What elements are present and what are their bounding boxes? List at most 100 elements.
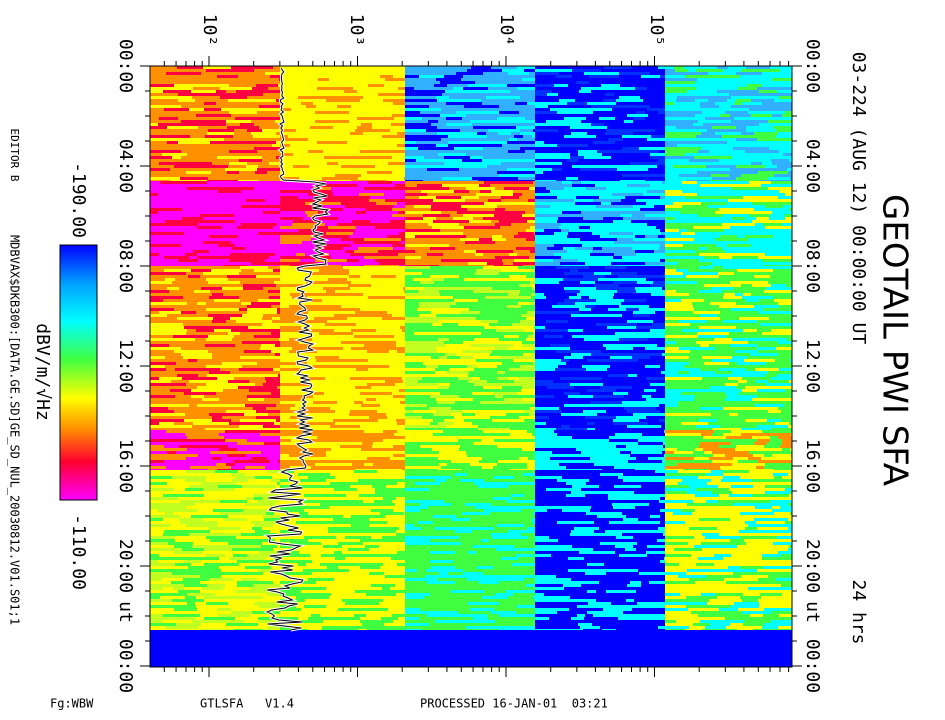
spectrum-cell [608, 413, 633, 416]
spectrum-cell [519, 120, 535, 123]
spectrum-cell [618, 353, 650, 356]
spectrum-cell [280, 223, 292, 226]
spectrum-cell [330, 425, 360, 428]
spectrum-cell [431, 311, 460, 314]
spectrum-cell [428, 120, 438, 123]
spectrum-cell [645, 262, 665, 265]
spectrum-cell [260, 454, 270, 457]
spectrum-cell [400, 308, 405, 311]
spectrum-cell [517, 392, 535, 395]
spectrum-cell [633, 238, 661, 241]
spectrum-cell [335, 410, 350, 413]
spectrum-cell [272, 356, 280, 359]
spectrum-cell [252, 87, 268, 90]
spectrum-cell [190, 466, 200, 469]
spectrum-cell [698, 150, 709, 153]
spectrum-cell [765, 205, 783, 208]
spectrum-cell [372, 120, 400, 123]
spectrum-cell [310, 457, 324, 460]
spectrum-cell [535, 266, 556, 269]
spectrum-cell [181, 69, 206, 72]
spectrum-cell [759, 90, 777, 93]
spectrum-cell [192, 96, 220, 99]
spectrum-cell [699, 253, 728, 256]
spectrum-cell [665, 359, 689, 362]
spectrum-cell [366, 398, 376, 401]
spectrum-cell [708, 265, 727, 266]
spectrum-cell [601, 350, 634, 353]
spectrum-cell [280, 545, 297, 548]
spectrum-cell [210, 497, 245, 500]
spectrum-cell [592, 181, 619, 184]
spectrum-cell [405, 184, 417, 187]
spectrum-cell [335, 422, 369, 425]
spectrum-cell [192, 611, 214, 614]
spectrum-cell [502, 235, 514, 238]
spectrum-cell [751, 232, 765, 235]
spectrum-cell [727, 262, 763, 265]
spectrum-cell [247, 430, 262, 433]
spectrum-cell [197, 253, 230, 256]
spectrum-cell [508, 72, 529, 75]
spectrum-cell [556, 266, 574, 269]
spectrum-cell [665, 253, 699, 256]
spectrum-cell [646, 377, 665, 380]
spectrum-cell [519, 377, 535, 380]
spectrum-cell [172, 575, 200, 578]
spectrum-cell [665, 329, 682, 332]
spectrum-cell [363, 102, 393, 105]
spectrum-cell [247, 482, 277, 485]
spectrum-cell [529, 72, 535, 75]
spectrum-cell [789, 208, 792, 211]
spectrum-cell [194, 463, 216, 466]
spectrum-cell [476, 93, 492, 96]
spectrum-cell [679, 229, 687, 232]
spectrum-cell [314, 416, 325, 419]
spectrum-cell [206, 308, 239, 311]
spectrum-cell [405, 205, 414, 208]
spectrum-cell [580, 392, 613, 395]
spectrum-cell [489, 323, 512, 326]
spectrum-cell [578, 159, 610, 162]
spectrum-cell [405, 202, 424, 205]
spectrum-cell [641, 75, 660, 78]
spectrum-cell [403, 287, 405, 290]
spectrum-cell [723, 320, 757, 323]
spectrum-cell [699, 129, 707, 132]
spectrum-cell [546, 469, 583, 470]
spectrum-cell [309, 165, 319, 168]
spectrum-cell [197, 404, 226, 407]
spectrum-cell [185, 433, 219, 436]
spectrum-cell [280, 419, 311, 422]
spectrum-cell [570, 380, 578, 383]
spectrum-cell [352, 220, 370, 223]
spectrum-cell [377, 470, 402, 473]
spectrum-cell [665, 244, 683, 247]
spectrum-cell [498, 132, 511, 135]
spectrum-cell [371, 284, 405, 287]
spectrum-cell [296, 629, 308, 630]
spectrum-cell [520, 147, 535, 150]
spectrum-cell [405, 290, 418, 293]
spectrum-cell [480, 320, 498, 323]
spectrum-cell [280, 120, 315, 123]
spectrum-cell [653, 281, 665, 284]
spectrum-cell [360, 566, 380, 569]
spectrum-cell [665, 165, 673, 168]
spectrum-cell [150, 284, 169, 287]
spectrum-cell [280, 344, 311, 347]
spectrum-cell [621, 144, 645, 147]
spectrum-cell [288, 199, 325, 202]
spectrum-cell [436, 217, 453, 220]
spectrum-cell [569, 296, 581, 299]
spectrum-cell [562, 439, 596, 442]
spectrum-cell [174, 410, 203, 413]
spectrum-cell [665, 269, 676, 272]
spectrum-cell [676, 341, 696, 344]
spectrum-cell [702, 177, 712, 180]
spectrum-cell [414, 205, 431, 208]
spectrum-cell [255, 383, 263, 386]
spectrum-cell [280, 536, 304, 539]
spectrum-cell [567, 102, 587, 105]
spectrum-cell [442, 150, 479, 153]
